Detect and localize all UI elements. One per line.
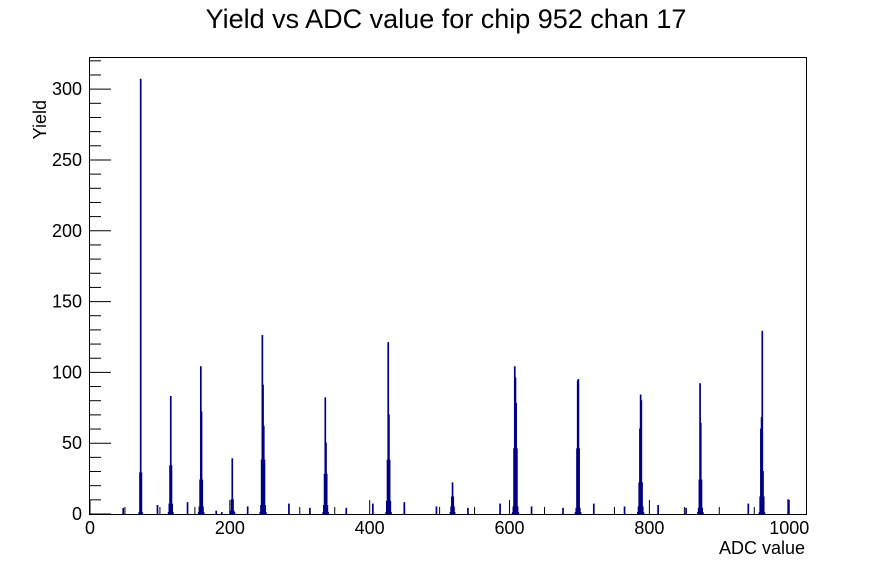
histogram-bin	[215, 510, 218, 515]
histogram-bin	[233, 512, 236, 515]
y-tick-label: 200	[52, 221, 82, 241]
y-tick-label: 50	[62, 433, 82, 453]
histogram-bin	[435, 506, 438, 515]
histogram-bin	[787, 499, 790, 515]
y-axis-label: Yield	[30, 100, 50, 139]
y-tick-label: 100	[52, 362, 82, 382]
histogram-bin	[403, 502, 406, 515]
histogram-bin	[562, 507, 564, 515]
histogram-bin	[186, 502, 189, 515]
histogram-bin	[579, 512, 582, 515]
histogram-bin	[453, 512, 456, 515]
histogram-bin	[156, 505, 159, 515]
y-tick-label: 300	[52, 79, 82, 99]
y-tick-label: 150	[52, 292, 82, 312]
chart-title: Yield vs ADC value for chip 952 chan 17	[206, 4, 687, 34]
histogram-bin	[530, 506, 533, 515]
histogram-bin	[327, 512, 329, 515]
histogram-bin	[265, 512, 267, 515]
histogram-bin	[172, 512, 174, 515]
histogram-bin	[139, 78, 142, 515]
histogram-bin	[592, 503, 595, 515]
x-axis-label: ADC value	[719, 538, 805, 558]
y-axis-ticks: 0 50 100 150 200 250 300	[52, 60, 111, 524]
histogram-bin	[390, 512, 392, 515]
histogram-bin	[246, 506, 249, 515]
histogram-bin	[288, 503, 290, 515]
y-tick-label: 0	[72, 504, 82, 524]
histogram-bins	[122, 78, 790, 515]
histogram-bin	[685, 507, 687, 515]
histogram-bin	[467, 507, 469, 515]
histogram-bin	[122, 507, 125, 515]
histogram-bin	[371, 503, 374, 515]
histogram-bin	[517, 512, 520, 515]
histogram-bin	[202, 512, 205, 515]
x-tick-label: 400	[355, 518, 385, 538]
histogram-bin	[623, 506, 626, 515]
histogram-bin	[763, 512, 766, 515]
histogram-bin	[747, 503, 750, 515]
histogram-bin	[309, 507, 311, 515]
histogram-bin	[345, 507, 348, 515]
x-tick-label: 200	[215, 518, 245, 538]
x-tick-label: 600	[495, 518, 525, 538]
x-axis-ticks: 0 200 400 600 800 1000	[85, 500, 809, 538]
histogram-bin	[140, 472, 143, 515]
histogram-bin	[499, 503, 501, 515]
histogram-bin	[578, 448, 580, 515]
histogram-bin	[141, 512, 143, 515]
x-tick-label: 0	[85, 518, 95, 538]
histogram-bin	[762, 496, 765, 515]
x-tick-label: 800	[634, 518, 664, 538]
y-tick-label: 250	[52, 150, 82, 170]
histogram-bin	[702, 512, 704, 515]
x-tick-label: 1000	[769, 518, 809, 538]
histogram-bin	[220, 512, 223, 515]
histogram-bin	[516, 448, 518, 515]
plot-frame	[89, 57, 807, 515]
histogram-bin	[657, 505, 659, 515]
histogram-bin	[642, 512, 645, 515]
